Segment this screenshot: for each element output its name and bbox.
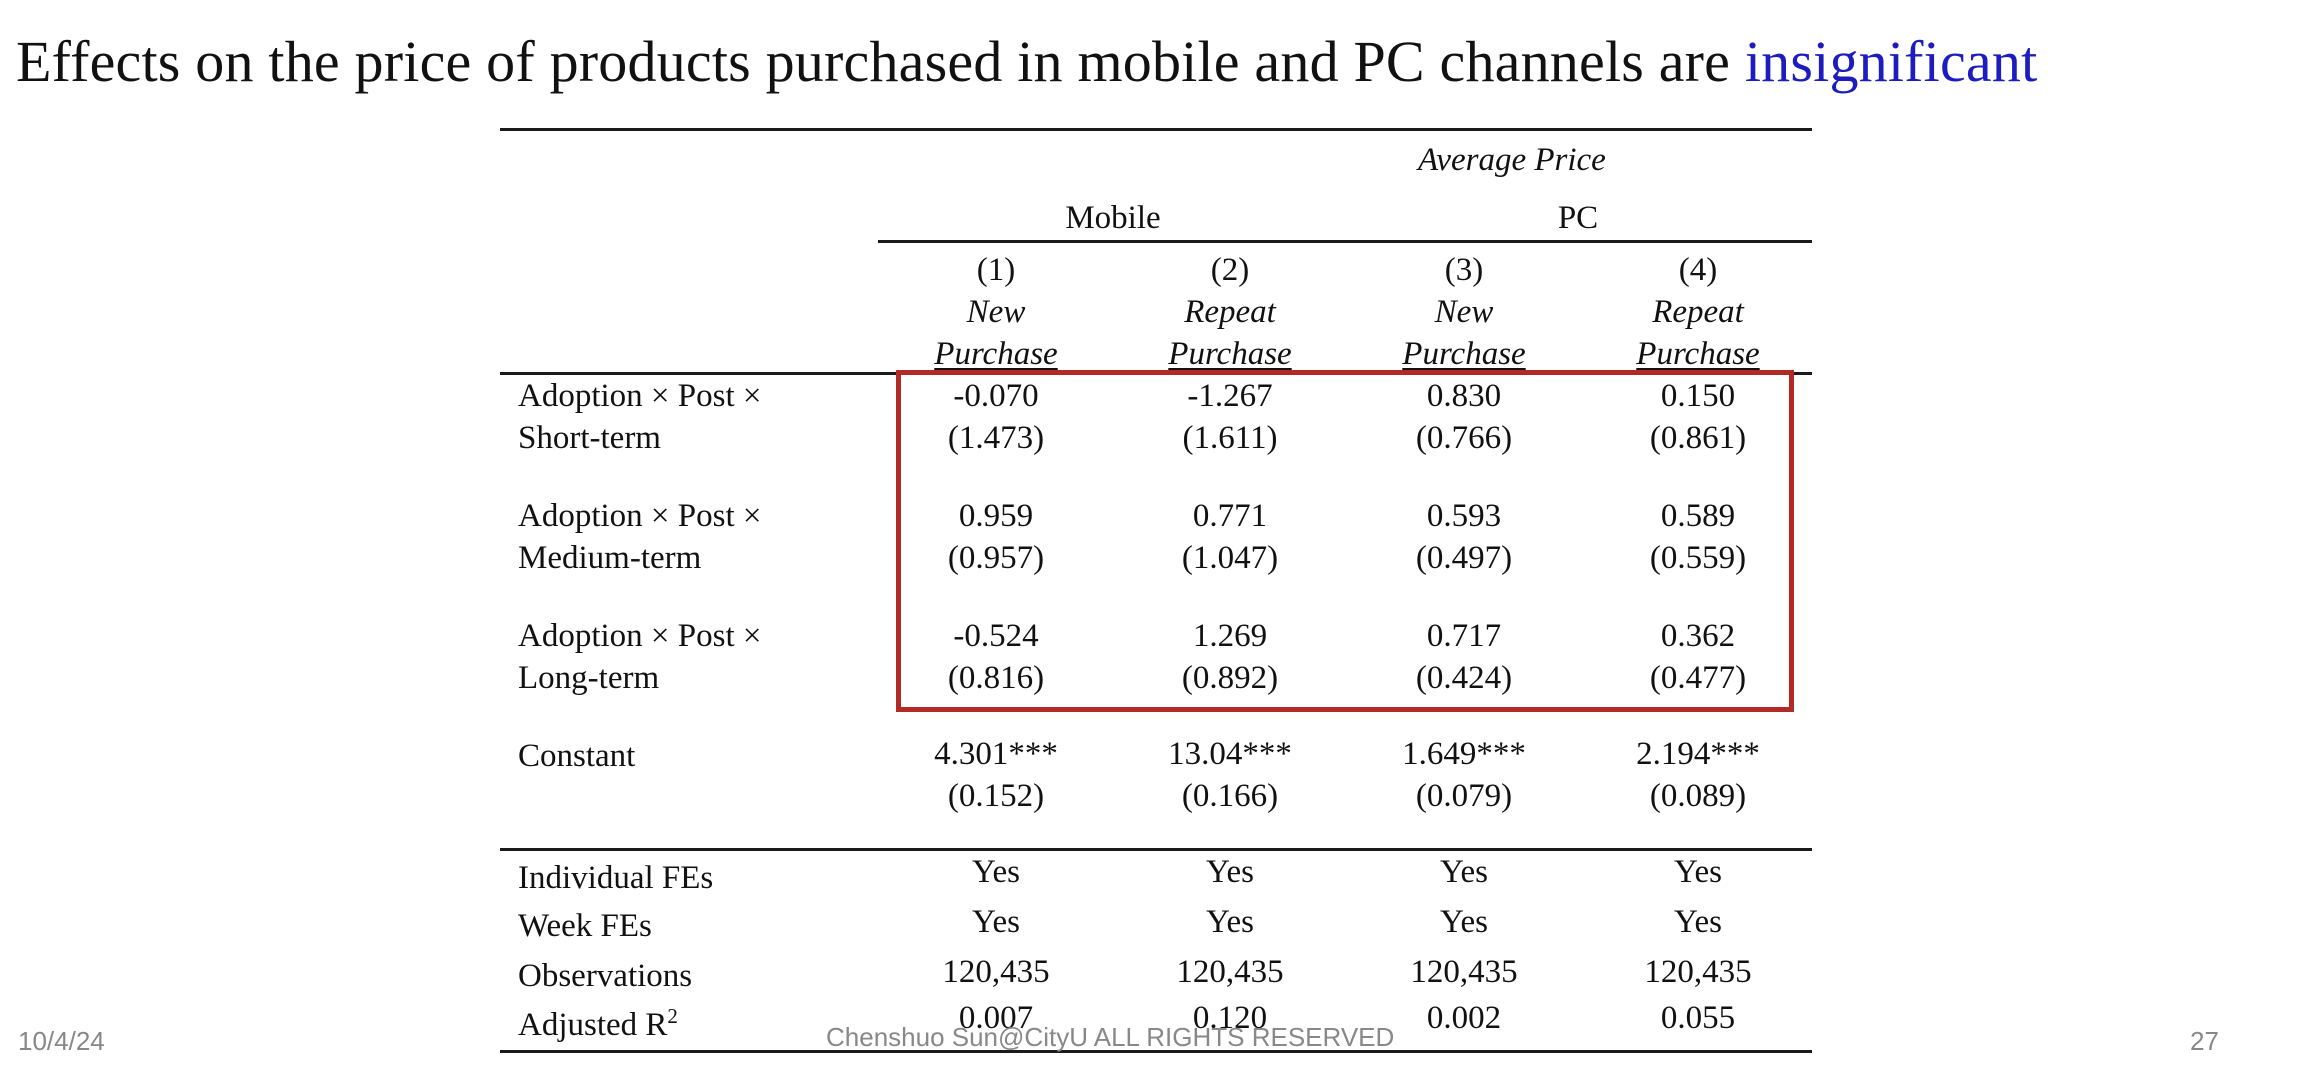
coefficient-cell: 0.150 (1660, 378, 1736, 414)
table-bottom-rule (500, 1050, 1812, 1053)
coefficient-cell: 0.959 (958, 498, 1034, 534)
coefficient-cell: -0.524 (953, 618, 1039, 654)
column-title-line2: Purchase (934, 336, 1058, 372)
table-supertitle: Average Price (1418, 142, 1606, 178)
std-error-cell: (0.892) (1181, 660, 1279, 696)
stat-cell: 120,435 (1410, 954, 1518, 990)
std-error-cell: (0.559) (1649, 540, 1747, 576)
row-label-constant: Constant (518, 738, 636, 774)
coefficient-cell: 0.362 (1660, 618, 1736, 654)
coefficient-cell: 1.649*** (1402, 736, 1526, 772)
stat-label: Individual FEs (518, 860, 714, 896)
regression-table: Average Price Mobile PC (1) New Purchase… (500, 128, 1812, 1058)
group-pc: PC (1557, 200, 1599, 236)
coefficient-cell: 0.771 (1192, 498, 1268, 534)
coefficient-cell: 0.593 (1426, 498, 1502, 534)
column-title-line2: Purchase (1168, 336, 1292, 372)
column-title-line1: Repeat (1184, 294, 1276, 330)
title-emphasis: insignificant (1744, 29, 2038, 94)
stat-label: Observations (518, 958, 693, 994)
std-error-cell: (0.079) (1415, 778, 1513, 814)
stat-cell: 0.002 (1426, 1000, 1502, 1036)
stat-cell: Yes (1439, 904, 1489, 940)
row-label-term: Short-term (518, 420, 661, 456)
coefficient-cell: -1.267 (1187, 378, 1273, 414)
column-number: (4) (1678, 252, 1718, 288)
column-title-line2: Purchase (1402, 336, 1526, 372)
std-error-cell: (1.047) (1181, 540, 1279, 576)
column-title-line1: New (1434, 294, 1494, 330)
std-error-cell: (0.166) (1181, 778, 1279, 814)
stat-cell: Yes (1673, 854, 1723, 890)
footer-date: 10/4/24 (18, 1026, 105, 1056)
group-mobile: Mobile (1065, 200, 1161, 236)
stats-rule (500, 848, 1812, 851)
footer-copyright: Chenshuo Sun@CityU ALL RIGHTS RESERVED (826, 1022, 1395, 1052)
coefficient-cell: 1.269 (1192, 618, 1268, 654)
std-error-cell: (0.152) (947, 778, 1045, 814)
title-text: Effects on the price of products purchas… (16, 29, 1731, 94)
row-label: Adoption × Post × (518, 498, 762, 534)
stat-label-adjusted-r2: Adjusted R2 (518, 1006, 678, 1042)
footer-page-number: 27 (2190, 1026, 2219, 1056)
std-error-cell: (0.424) (1415, 660, 1513, 696)
stat-label-superscript: 2 (667, 1004, 678, 1028)
slide-title: Effects on the price of products purchas… (16, 28, 2037, 95)
coefficient-cell: 4.301*** (934, 736, 1058, 772)
stat-cell: Yes (971, 854, 1021, 890)
coefficient-cell: 0.830 (1426, 378, 1502, 414)
stat-cell: Yes (1205, 854, 1255, 890)
column-title-line1: Repeat (1652, 294, 1744, 330)
stat-cell: Yes (1439, 854, 1489, 890)
stat-cell: 120,435 (1176, 954, 1284, 990)
stat-cell: 0.007 (958, 1000, 1034, 1036)
stat-cell: Yes (1205, 904, 1255, 940)
row-label-term: Long-term (518, 660, 660, 696)
stat-label: Week FEs (518, 908, 652, 944)
column-number: (1) (976, 252, 1016, 288)
std-error-cell: (0.816) (947, 660, 1045, 696)
std-error-cell: (1.611) (1182, 420, 1278, 456)
row-label: Adoption × Post × (518, 618, 762, 654)
highlight-box (896, 370, 1794, 712)
stat-cell: Yes (971, 904, 1021, 940)
coefficient-cell: 0.717 (1426, 618, 1502, 654)
stat-label-text: Adjusted R (518, 1007, 668, 1043)
std-error-cell: (0.957) (947, 540, 1045, 576)
column-title-line2: Purchase (1636, 336, 1760, 372)
std-error-cell: (0.766) (1415, 420, 1513, 456)
coefficient-cell: 2.194*** (1636, 736, 1760, 772)
table-top-rule (500, 128, 1812, 131)
stat-cell: 0.120 (1192, 1000, 1268, 1036)
coefficient-cell: 0.589 (1660, 498, 1736, 534)
stat-cell: 120,435 (942, 954, 1050, 990)
coefficient-cell: -0.070 (953, 378, 1039, 414)
stat-cell: 120,435 (1644, 954, 1752, 990)
column-title-line1: New (966, 294, 1026, 330)
column-number: (2) (1210, 252, 1250, 288)
std-error-cell: (1.473) (947, 420, 1045, 456)
std-error-cell: (0.497) (1415, 540, 1513, 576)
row-label: Adoption × Post × (518, 378, 762, 414)
column-number: (3) (1444, 252, 1484, 288)
stat-cell: 0.055 (1660, 1000, 1736, 1036)
stat-cell: Yes (1673, 904, 1723, 940)
std-error-cell: (0.477) (1649, 660, 1747, 696)
row-label-term: Medium-term (518, 540, 702, 576)
group-header-rule (878, 240, 1812, 243)
coefficient-cell: 13.04*** (1168, 736, 1292, 772)
std-error-cell: (0.089) (1649, 778, 1747, 814)
std-error-cell: (0.861) (1649, 420, 1747, 456)
